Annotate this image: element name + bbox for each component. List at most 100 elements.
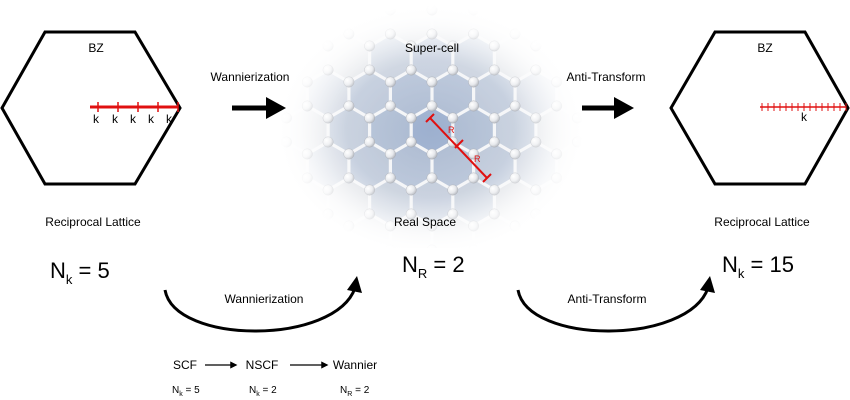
right-bz-label: BZ <box>757 41 772 55</box>
graphene-bond <box>411 286 432 298</box>
r-tick-start <box>425 113 435 123</box>
graphene-bond <box>307 250 328 262</box>
graphene-atom <box>572 257 582 267</box>
real-space-caption: Real Space <box>394 215 456 229</box>
graphene-atom <box>261 173 271 183</box>
graphene-atom <box>614 137 624 147</box>
left-caption: Reciprocal Lattice <box>45 215 141 229</box>
graphene-bond <box>266 250 287 262</box>
graphene-bond <box>432 286 453 298</box>
middle-n-base: N <box>402 252 418 277</box>
top-left-arrow-head <box>266 97 286 119</box>
graphene-atom <box>531 257 541 267</box>
graphene-bond <box>598 214 619 226</box>
workflow: SCF NSCF Wannier Nk = 5 Nk = 2 NR = 2 <box>172 358 377 398</box>
graphene-bond <box>598 250 619 262</box>
graphene-atom <box>240 137 250 147</box>
graphene-atom <box>261 5 271 15</box>
graphene-atom <box>427 293 437 303</box>
graphene-bond <box>287 250 308 262</box>
left-n-value: Nk = 5 <box>50 258 110 287</box>
left-n-sub: k <box>66 272 73 287</box>
curved-right-arrow-label: Anti-Transform <box>568 292 647 306</box>
graphene-atom <box>385 293 395 303</box>
graphene-atom <box>614 281 624 291</box>
r-vector-line <box>429 117 488 179</box>
graphene-atom <box>572 281 582 291</box>
workflow-param-nscf-rest: = 2 <box>260 385 277 396</box>
graphene-atom <box>240 257 250 267</box>
graphene-bond <box>598 0 619 10</box>
graphene-bond <box>494 250 515 262</box>
graphene-atom <box>614 41 624 51</box>
graphene-bond <box>536 286 557 298</box>
right-n-sub: k <box>738 266 745 281</box>
graphene-atom <box>635 149 645 159</box>
curved-left-arrow-label: Wannierization <box>225 292 304 306</box>
graphene-atom <box>261 149 271 159</box>
top-right-arrow: Anti-Transform <box>567 70 646 119</box>
curved-right-arrow-path <box>516 287 710 333</box>
graphene-atom <box>552 293 562 303</box>
graphene-atom <box>635 101 645 111</box>
graphene-bond <box>370 250 391 262</box>
graphene-bond <box>474 286 495 298</box>
curved-left-arrow: Wannierization <box>163 276 362 333</box>
graphene-atom <box>593 245 603 255</box>
top-right-arrow-label: Anti-Transform <box>567 70 646 84</box>
graphene-bond <box>619 178 640 190</box>
graphene-bond <box>453 286 474 298</box>
workflow-param-nscf-base: N <box>249 385 256 396</box>
middle-n-sub: R <box>418 266 427 281</box>
graphene-atom <box>468 293 478 303</box>
graphene-atom <box>635 245 645 255</box>
graphene-atom <box>323 257 333 267</box>
left-k-label-3: k <box>130 112 137 126</box>
workflow-param-wannier-sub: R <box>347 391 352 398</box>
workflow-step-nscf: NSCF <box>246 358 279 372</box>
graphene-atom <box>448 281 458 291</box>
workflow-step-wannier: Wannier <box>333 358 377 372</box>
curved-right-arrow: Anti-Transform <box>516 276 715 333</box>
graphene-atom <box>364 281 374 291</box>
left-k-label-2: k <box>112 112 119 126</box>
graphene-atom <box>635 173 645 183</box>
left-k-label-4: k <box>148 112 155 126</box>
graphene-atom <box>240 41 250 51</box>
graphene-atom <box>614 185 624 195</box>
graphene-image <box>240 0 645 303</box>
graphene-bond <box>390 286 411 298</box>
r-tick-end <box>482 173 492 183</box>
graphene-atom <box>489 281 499 291</box>
graphene-atom <box>614 209 624 219</box>
right-caption: Reciprocal Lattice <box>714 215 810 229</box>
graphene-atom <box>240 113 250 123</box>
graphene-bond <box>370 286 391 298</box>
left-k-label-1: k <box>93 112 100 126</box>
graphene-atom <box>406 281 416 291</box>
curved-right-arrow-head <box>700 276 715 293</box>
graphene-bond <box>349 250 370 262</box>
graphene-atom <box>323 281 333 291</box>
graphene-bond <box>619 250 640 262</box>
top-right-arrow-head <box>614 97 634 119</box>
graphene-atom <box>635 221 645 231</box>
graphene-bond <box>536 250 557 262</box>
super-cell-title: Super-cell <box>405 41 459 55</box>
graphene-bond <box>578 250 599 262</box>
middle-n-rest: = 2 <box>427 252 464 277</box>
graphene-bond <box>307 286 328 298</box>
graphene-atom <box>635 5 645 15</box>
workflow-param-scf-sub: k <box>179 391 183 398</box>
graphene-atom <box>240 209 250 219</box>
graphene-bond <box>245 142 266 154</box>
graphene-bond <box>619 34 640 46</box>
left-k-ticks <box>97 102 179 112</box>
graphene-bond <box>619 142 640 154</box>
graphene-fade <box>278 0 583 248</box>
graphene-bond <box>598 142 619 154</box>
graphene-atom <box>531 281 541 291</box>
graphene-atom <box>364 257 374 267</box>
